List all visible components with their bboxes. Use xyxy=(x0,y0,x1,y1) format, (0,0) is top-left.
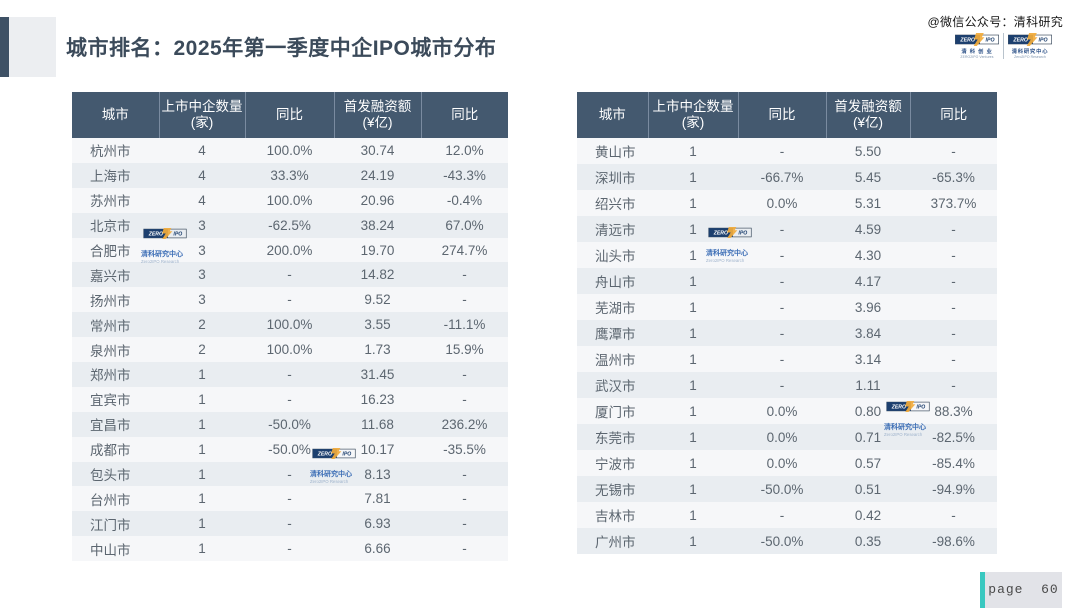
svg-text:ZERO: ZERO xyxy=(1012,38,1028,44)
svg-text:IPO: IPO xyxy=(986,38,995,44)
svg-text:ZERO: ZERO xyxy=(959,38,975,44)
svg-text:IPO: IPO xyxy=(1039,38,1048,44)
